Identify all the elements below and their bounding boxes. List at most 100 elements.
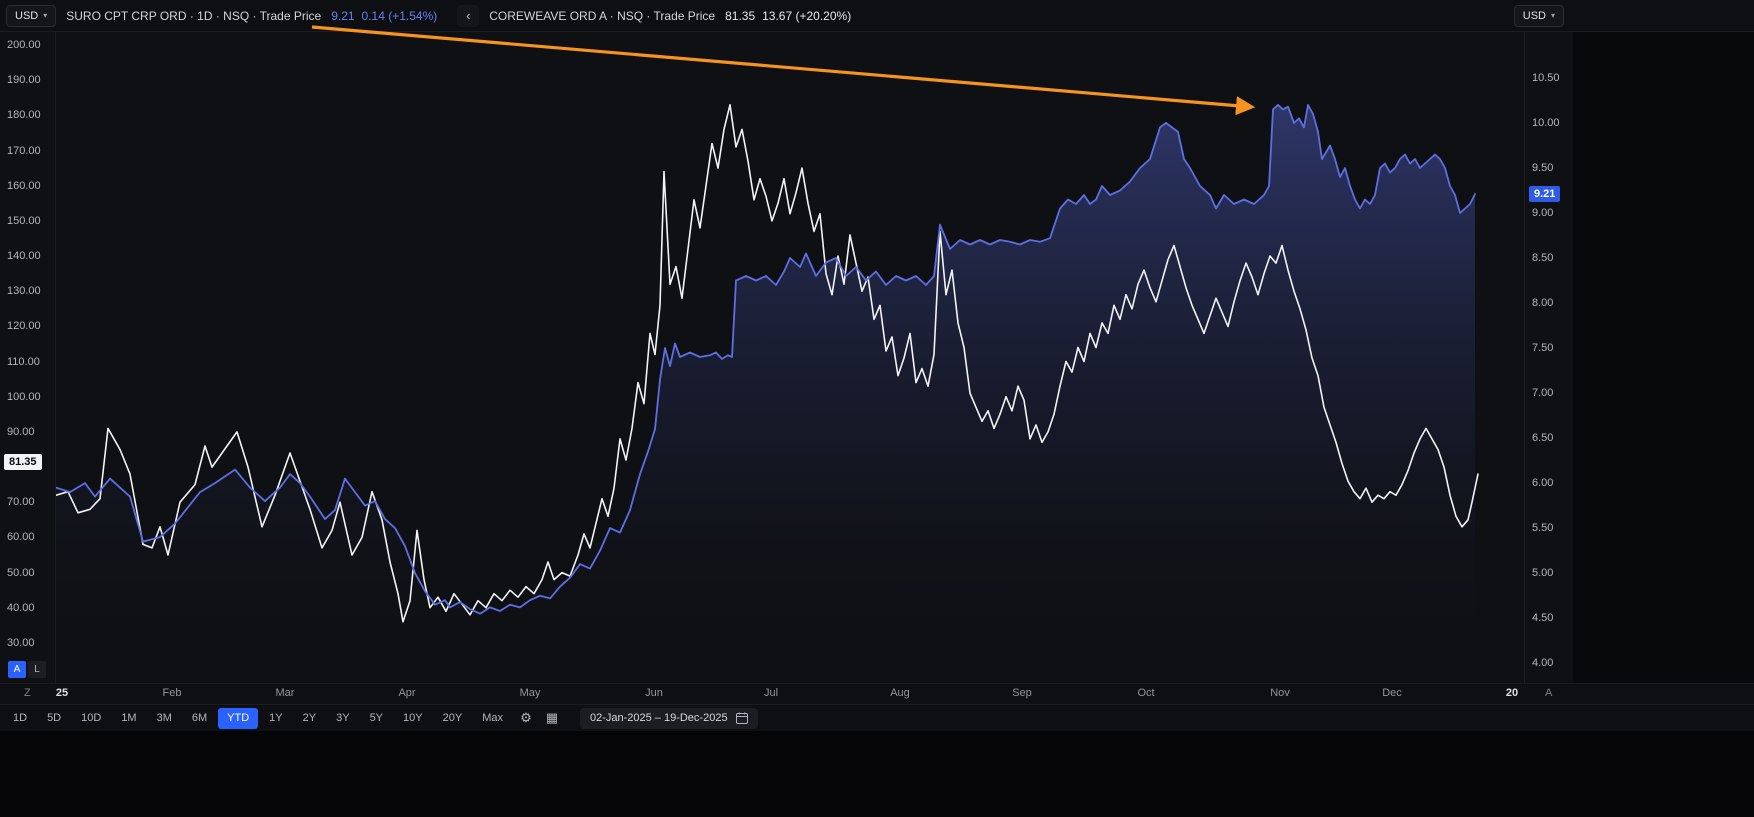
price-line-suro-cpt-crp-ord[interactable] [55,104,1476,615]
left-axis-tick: 200.00 [7,39,41,51]
calendar-icon [735,712,748,724]
right-axis-tick: 9.00 [1532,206,1554,219]
range-button-10y[interactable]: 10Y [394,708,432,729]
range-buttons: 1D 5D 10D 1M 3M 6M YTD 1Y 2Y 3Y 5Y 10Y 20Y Max [4,707,512,729]
left-axis-tick: 120.00 [7,320,41,333]
range-button-10d[interactable]: 10D [72,708,110,729]
left-axis-tick: 140.00 [7,250,41,263]
secondary-symbol-quote: 81.35 13.67 (+20.20%) [725,9,851,23]
right-spacer-panel [1573,32,1754,683]
range-button-20y[interactable]: 20Y [434,708,472,729]
price-scale-buttons: A L [8,661,46,678]
right-axis-tick: 8.50 [1532,252,1554,264]
range-button-5y[interactable]: 5Y [361,708,392,729]
right-axis-tick: 4.50 [1532,612,1554,625]
left-last-price-badge: 81.35 [4,454,42,471]
time-axis-label-feb[interactable]: Feb [162,687,182,699]
left-axis-tick: 160.00 [7,179,41,192]
time-axis-label-jun[interactable]: Jun [645,687,663,699]
range-button-1y[interactable]: 1Y [260,708,291,729]
range-button-3y[interactable]: 3Y [327,708,358,729]
right-last-price-badge: 9.21 [1529,186,1561,203]
data-table-button[interactable]: ▦ [540,708,564,729]
left-axis-tick: 180.00 [7,109,41,122]
left-axis-tick: 100.00 [7,390,41,403]
range-button-1m[interactable]: 1M [112,708,145,729]
price-line-coreweave-ord-a[interactable] [55,104,1479,623]
time-axis-label-25[interactable]: 25 [55,687,69,699]
left-axis-tick: 170.00 [7,144,41,157]
area-fill-suro-cpt-crp-ord [56,104,1475,683]
range-button-2y[interactable]: 2Y [294,708,325,729]
left-axis-tick: 50.00 [7,566,35,579]
time-axis[interactable]: Z A 25 Feb Mar Apr May Jun Jul Aug Sep Oct Nov Dec 2… [0,683,1754,704]
right-axis-tick: 4.00 [1532,657,1554,670]
right-axis-tick: 7.00 [1532,387,1554,400]
time-axis-label-apr[interactable]: Apr [398,687,416,699]
auto-corner-label[interactable]: A [1545,687,1553,699]
secondary-symbol-price: 81.35 [725,8,756,23]
range-button-ytd[interactable]: YTD [218,707,259,729]
currency-selector-left[interactable]: USD ▾ [6,4,57,27]
chevron-left-icon: ‹ [466,8,471,23]
secondary-symbol-title[interactable]: COREWEAVE ORD A · NSQ · Trade Price [489,8,716,23]
time-axis-label-mar[interactable]: Mar [275,687,295,699]
right-price-axis[interactable]: 10.50 10.00 9.50 9.00 8.50 8.00 7.50 7.00 6.50 6.… [1524,32,1573,683]
chart-settings-button[interactable]: ⚙ [514,708,538,729]
time-axis-label-aug[interactable]: Aug [890,687,910,699]
gear-icon: ⚙ [520,710,532,725]
left-price-axis[interactable]: A L 200.00 190.00 180.00 170.00 160.00 150.00… [0,32,56,683]
timezone-corner-label[interactable]: Z [24,687,31,699]
range-button-6m[interactable]: 6M [183,708,216,729]
time-axis-label-nov[interactable]: Nov [1270,687,1290,699]
right-axis-tick: 5.50 [1532,522,1554,535]
primary-symbol-title[interactable]: SURO CPT CRP ORD · 1D · NSQ · Trade Pric… [66,8,322,23]
right-axis-tick: 10.00 [1532,116,1560,129]
range-button-5d[interactable]: 5D [38,708,70,729]
collapse-legend-button[interactable]: ‹ [457,4,480,27]
log-scale-button[interactable]: L [28,661,46,678]
left-axis-tick: 110.00 [7,355,40,368]
time-axis-label-20[interactable]: 20 [1505,687,1519,699]
chevron-down-icon: ▾ [43,11,48,20]
secondary-symbol-change: 13.67 (+20.20%) [762,8,852,23]
left-axis-tick: 90.00 [7,425,35,438]
time-axis-label-dec[interactable]: Dec [1382,687,1402,699]
bottom-toolbar: 1D 5D 10D 1M 3M 6M YTD 1Y 2Y 3Y 5Y 10Y 20Y Max ⚙ ▦ 02… [0,704,1754,731]
right-axis-tick: 10.50 [1532,71,1560,84]
left-axis-tick: 190.00 [7,74,41,87]
left-axis-tick: 40.00 [7,601,35,614]
left-axis-tick: 70.00 [7,496,35,509]
currency-selector-right[interactable]: USD ▾ [1513,4,1564,27]
right-axis-tick: 6.00 [1532,477,1554,490]
time-axis-label-sep[interactable]: Sep [1012,687,1032,699]
left-axis-tick: 30.00 [7,636,35,649]
chart-header: USD ▾ SURO CPT CRP ORD · 1D · NSQ · Trad… [0,0,1754,32]
chevron-down-icon: ▾ [1550,11,1555,20]
left-axis-tick: 150.00 [7,214,41,227]
primary-symbol-quote: 9.21 0.14 (+1.54%) [331,9,437,23]
right-axis-tick: 6.50 [1532,432,1554,445]
currency-label-right: USD [1522,9,1546,22]
right-axis-tick: 9.50 [1532,161,1554,174]
chart-plot-area[interactable] [55,32,1524,683]
grid-icon: ▦ [545,710,559,725]
time-axis-label-may[interactable]: May [519,687,541,699]
price-chart[interactable] [55,32,1524,683]
auto-scale-button[interactable]: A [8,661,26,678]
date-range-label: 02-Jan-2025 – 19-Dec-2025 [589,712,728,724]
range-button-max[interactable]: Max [473,708,512,729]
currency-label-left: USD [15,9,39,22]
date-range-button[interactable]: 02-Jan-2025 – 19-Dec-2025 [579,707,758,729]
right-axis-tick: 5.00 [1532,567,1554,580]
left-axis-tick: 60.00 [7,531,35,544]
time-axis-label-jul[interactable]: Jul [763,687,779,699]
time-axis-label-oct[interactable]: Oct [1137,687,1155,699]
range-button-1d[interactable]: 1D [4,708,36,729]
right-axis-tick: 8.00 [1532,297,1554,310]
range-button-3m[interactable]: 3M [148,708,181,729]
primary-symbol-price: 9.21 [331,8,355,23]
primary-symbol-change: 0.14 (+1.54%) [361,8,438,23]
left-axis-tick: 130.00 [7,285,41,298]
